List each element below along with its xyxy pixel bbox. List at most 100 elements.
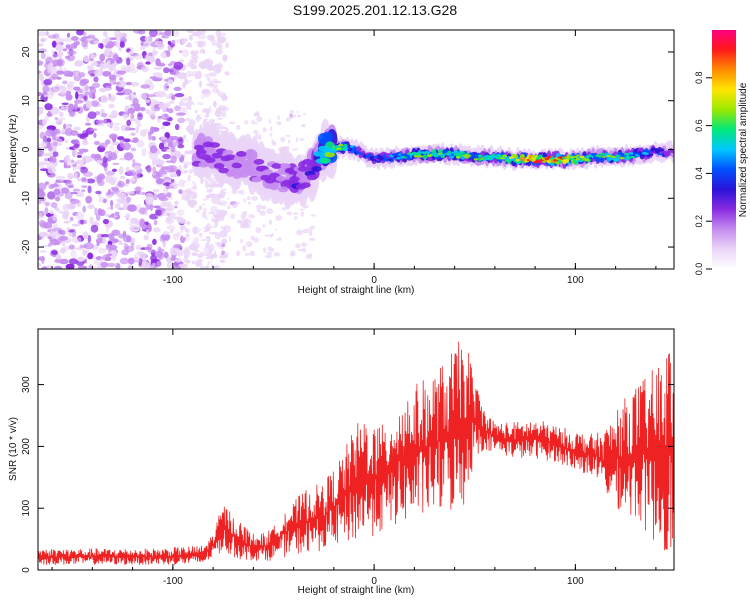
heatmap-cell <box>46 137 52 143</box>
heatmap-cell <box>202 211 207 215</box>
heatmap-cell <box>206 34 216 41</box>
heatmap-cell <box>219 128 227 131</box>
heatmap-cell <box>241 211 248 214</box>
heatmap-cell <box>249 221 252 224</box>
spectrogram-heatmap <box>38 30 674 269</box>
heatmap-cell <box>253 113 260 117</box>
heatmap-cell <box>331 147 337 150</box>
heatmap-cell <box>376 160 381 163</box>
heatmap-cell <box>114 40 121 48</box>
heatmap-cell <box>520 157 525 160</box>
heatmap-cell <box>102 31 108 37</box>
heatmap-cell <box>144 36 150 42</box>
heatmap-cell <box>50 91 56 96</box>
heatmap-cell <box>114 263 118 266</box>
heatmap-cell <box>204 51 210 57</box>
heatmap-cell <box>644 152 649 155</box>
heatmap-cell <box>229 235 232 242</box>
heatmap-cell <box>102 218 109 225</box>
heatmap-cell <box>93 259 102 266</box>
heatmap-cell <box>300 182 311 189</box>
heatmap-cell <box>148 132 152 141</box>
heatmap-cell <box>130 81 140 87</box>
heatmap-cell <box>88 92 96 99</box>
heatmap-cell <box>111 238 119 244</box>
heatmap-cell <box>60 229 66 236</box>
heatmap-cell <box>447 153 452 156</box>
heatmap-cell <box>310 214 317 217</box>
heatmap-cell <box>54 196 61 202</box>
heatmap-cell <box>90 54 96 59</box>
heatmap-cell <box>80 219 84 225</box>
heatmap-cell <box>79 80 87 87</box>
heatmap-cell <box>160 210 170 217</box>
heatmap-cell <box>369 156 375 159</box>
heatmap-cell <box>66 226 70 232</box>
heatmap-cell <box>166 192 172 198</box>
heatmap-cell <box>110 206 114 210</box>
heatmap-cell <box>302 112 306 115</box>
heatmap-cell <box>63 210 70 216</box>
heatmap-cell <box>46 141 51 148</box>
heatmap-cell <box>232 203 238 209</box>
heatmap-cell <box>82 205 86 213</box>
heatmap-cell <box>208 231 216 235</box>
heatmap-cell <box>478 154 483 158</box>
heatmap-cell <box>110 213 115 218</box>
heatmap-cell <box>74 150 78 155</box>
heatmap-cell <box>156 77 164 80</box>
heatmap-cell <box>100 95 108 103</box>
heatmap-cell <box>186 30 194 33</box>
colorbar-tick-label: 0.0 <box>694 263 704 276</box>
heatmap-cell <box>227 170 238 176</box>
heatmap-cell <box>38 215 44 219</box>
heatmap-cell <box>97 42 104 49</box>
heatmap-cell <box>208 72 217 77</box>
heatmap-cell <box>147 224 152 233</box>
heatmap-cell <box>106 262 116 268</box>
heatmap-cell <box>371 158 377 162</box>
heatmap-cell <box>113 82 121 85</box>
heatmap-cell <box>134 253 138 260</box>
snr-x-label: Height of straight line (km) <box>298 585 415 596</box>
heatmap-cell <box>54 117 58 120</box>
heatmap-cell <box>177 217 187 225</box>
heatmap-cell <box>39 250 47 253</box>
heatmap-cell <box>102 254 111 261</box>
heatmap-cell <box>105 226 109 233</box>
spectrogram-y-ticks: -20 -10 0 10 20 <box>21 46 674 254</box>
heatmap-cell <box>199 187 203 194</box>
heatmap-cell <box>135 125 140 134</box>
heatmap-cell <box>173 86 182 92</box>
heatmap-cell <box>90 100 100 107</box>
heatmap-cell <box>119 157 126 161</box>
heatmap-cell <box>170 145 176 153</box>
heatmap-cell <box>114 203 121 209</box>
heatmap-cell <box>151 135 156 141</box>
heatmap-cell <box>298 166 309 172</box>
heatmap-cell <box>288 139 291 144</box>
heatmap-cell <box>200 239 207 241</box>
heatmap-cell <box>73 102 78 111</box>
heatmap-cell <box>155 209 163 216</box>
heatmap-cell <box>245 241 253 247</box>
heatmap-cell <box>659 148 665 152</box>
heatmap-cell <box>69 198 80 204</box>
x-tick-label: -100 <box>163 275 183 286</box>
heatmap-cell <box>404 155 410 158</box>
heatmap-cell <box>147 82 155 91</box>
heatmap-cell <box>77 265 88 269</box>
heatmap-cell <box>38 199 42 205</box>
heatmap-cell <box>82 139 89 146</box>
heatmap-cell <box>103 198 107 204</box>
heatmap-cell <box>75 91 79 100</box>
heatmap-cell <box>196 149 207 155</box>
snr-y-ticks: 0 100 200 300 <box>21 376 674 573</box>
heatmap-cell <box>152 158 156 166</box>
heatmap-cell <box>198 232 203 238</box>
heatmap-cell <box>181 49 189 58</box>
heatmap-cell <box>610 155 616 159</box>
heatmap-cell <box>66 83 73 89</box>
heatmap-cell <box>235 201 240 205</box>
heatmap-cell <box>39 162 49 165</box>
